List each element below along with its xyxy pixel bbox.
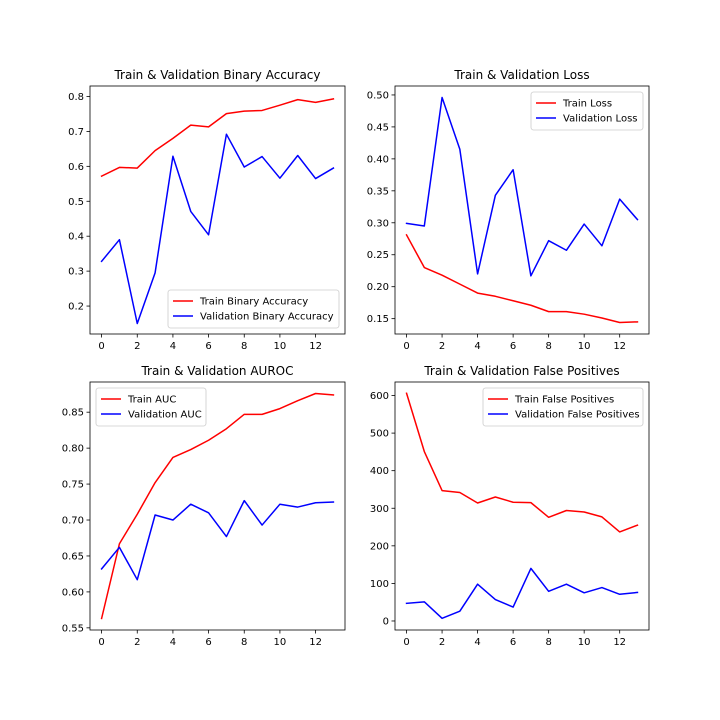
legend-label: Train Loss [562,99,612,110]
y-tick-label: 0.65 [62,551,84,562]
axes-frame [89,85,346,335]
legend: Train Binary Accuracy Validation Binary A… [167,289,340,329]
y-tick-label: 0.40 [367,154,389,165]
y-tick-label: 0.60 [62,587,84,598]
chart-2: Train & Validation Loss 0 2 4 6 8 10 12 0.15 0.20… [367,68,650,352]
y-tick-label: 0.6 [68,162,84,173]
chart-title: Train & Validation False Positives [423,364,619,378]
y-tick-label: 400 [370,466,389,477]
y-tick-label: 100 [370,579,389,590]
legend-box [95,387,207,427]
legend: Train AUC Validation AUC [95,387,207,427]
legend-label: Train False Positives [514,395,614,406]
y-tick-label: 0.55 [62,623,84,634]
y-tick-label: 0.50 [367,90,389,101]
y-tick-label: 0.2 [68,302,84,313]
legend: Train False Positives Validation False Po… [482,387,644,427]
x-tick-label: 10 [578,637,591,648]
x-tick-label: 12 [309,637,322,648]
y-tick-label: 0.30 [367,218,389,229]
series-line-validation [100,133,335,325]
x-tick-label: 2 [134,637,140,648]
y-tick-label: 0.85 [62,408,84,419]
x-tick-label: 8 [545,341,551,352]
legend-label: Train Binary Accuracy [199,297,308,308]
x-tick-label: 6 [205,637,211,648]
y-tick-label: 0.20 [367,282,389,293]
y-tick-label: 200 [370,541,389,552]
legend-label: Validation Loss [563,114,638,125]
x-tick-label: 6 [510,341,516,352]
series-line-validation [405,96,639,277]
y-tick-label: 600 [370,391,389,402]
y-tick-label: 0.3 [68,267,84,278]
series-line-train [100,98,335,178]
y-tick-label: 0.4 [68,232,84,243]
x-tick-label: 2 [134,341,140,352]
y-tick-label: 500 [370,429,389,440]
y-tick-label: 0.15 [367,314,389,325]
y-tick-label: 0.8 [68,92,84,103]
y-tick-label: 0.45 [367,122,389,133]
series-line-train [405,392,639,533]
chart-title: Train & Validation AUROC [140,364,293,378]
x-tick-label: 10 [274,341,287,352]
axes-frame [394,381,650,631]
chart-1: Train & Validation Binary Accuracy 0 2 4 6 8 1… [68,68,346,352]
y-tick-label: 0.25 [367,250,389,261]
chart-3: Train & Validation AUROC 0 2 4 6 8 10 12 0.55 0.6… [62,364,346,648]
y-tick-label: 0.80 [62,444,84,455]
series-line-train [100,392,335,620]
x-tick-label: 8 [545,637,551,648]
x-tick-label: 10 [578,341,591,352]
x-tick-label: 6 [205,341,211,352]
chart-title: Train & Validation Loss [453,68,589,82]
x-tick-label: 6 [510,637,516,648]
x-tick-label: 4 [474,341,480,352]
x-tick-label: 0 [98,637,104,648]
legend-label: Validation False Positives [515,410,640,421]
x-tick-label: 12 [309,341,322,352]
x-tick-label: 12 [613,341,626,352]
x-tick-label: 0 [403,637,409,648]
x-tick-label: 12 [613,637,626,648]
y-tick-label: 0.35 [367,186,389,197]
y-tick-label: 0 [383,616,389,627]
axes-frame [89,381,346,631]
x-tick-label: 0 [98,341,104,352]
chart-4: Train & Validation False Positives 0 2 4 6 8 1… [370,364,650,648]
x-tick-label: 0 [403,341,409,352]
legend-box [482,387,644,427]
series-line-train [405,233,639,324]
legend-box [167,289,340,329]
series-line-validation [405,567,639,620]
x-tick-label: 8 [241,341,247,352]
legend-label: Train AUC [127,395,176,406]
chart-title: Train & Validation Binary Accuracy [113,68,320,82]
y-tick-label: 0.5 [68,197,84,208]
legend-box [530,91,644,131]
legend-label: Validation Binary Accuracy [200,312,334,323]
y-tick-label: 0.7 [68,127,84,138]
x-tick-label: 2 [439,341,445,352]
x-tick-label: 4 [170,341,176,352]
y-tick-label: 0.75 [62,480,84,491]
x-tick-label: 8 [241,637,247,648]
y-tick-label: 300 [370,504,389,515]
axes-frame [394,85,650,335]
x-tick-label: 4 [474,637,480,648]
series-line-validation [100,499,335,581]
x-tick-label: 4 [170,637,176,648]
x-tick-label: 2 [439,637,445,648]
y-tick-label: 0.70 [62,516,84,527]
x-tick-label: 10 [274,637,287,648]
legend-label: Validation AUC [128,410,202,421]
legend: Train Loss Validation Loss [530,91,644,131]
